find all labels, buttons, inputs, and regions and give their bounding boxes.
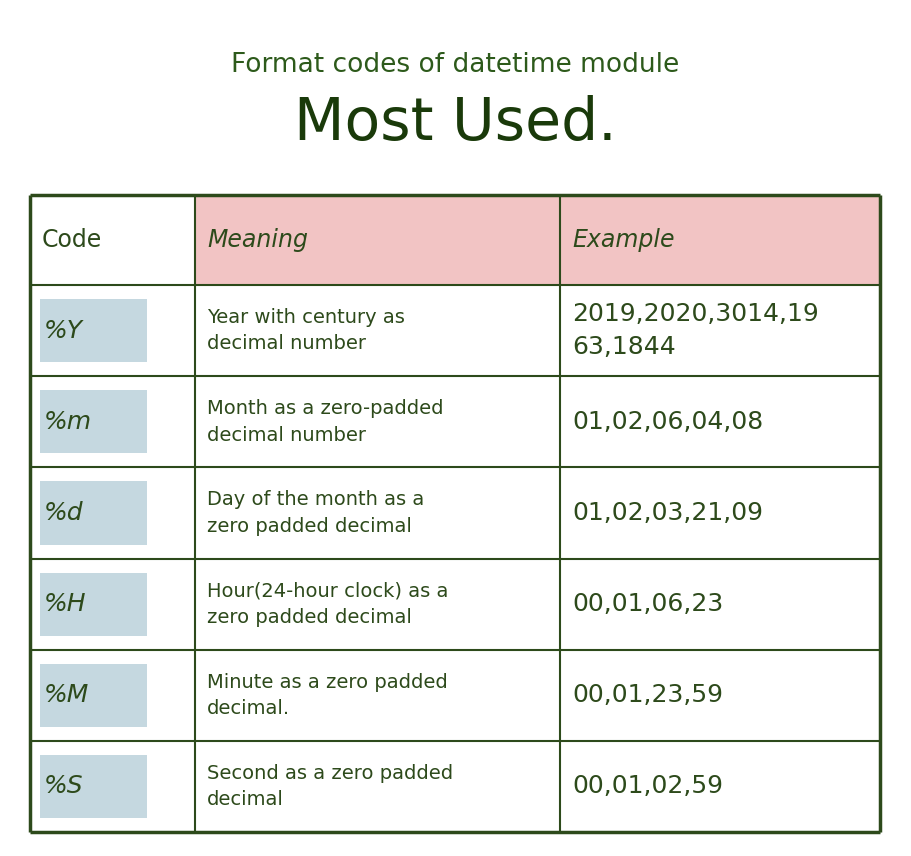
- Text: %M: %M: [44, 683, 89, 707]
- Text: Format codes of datetime module: Format codes of datetime module: [231, 52, 680, 78]
- Text: %d: %d: [44, 501, 84, 525]
- Bar: [40, 299, 148, 362]
- Text: Month as a zero-padded
decimal number: Month as a zero-padded decimal number: [207, 399, 444, 444]
- Bar: [40, 390, 148, 454]
- Text: Second as a zero padded
decimal: Second as a zero padded decimal: [207, 764, 453, 809]
- Text: Meaning: Meaning: [207, 229, 308, 253]
- Text: 00,01,06,23: 00,01,06,23: [572, 592, 723, 616]
- FancyBboxPatch shape: [30, 195, 195, 285]
- Text: Most Used.: Most Used.: [294, 95, 617, 152]
- Text: Day of the month as a
zero padded decimal: Day of the month as a zero padded decima…: [207, 490, 425, 536]
- Text: 2019,2020,3014,19
63,1844: 2019,2020,3014,19 63,1844: [572, 302, 819, 360]
- Text: Minute as a zero padded
decimal.: Minute as a zero padded decimal.: [207, 673, 447, 718]
- Bar: [40, 481, 148, 544]
- Bar: [40, 663, 148, 727]
- Text: Example: Example: [572, 229, 675, 253]
- Bar: [40, 573, 148, 636]
- Text: %S: %S: [44, 775, 84, 799]
- Text: 00,01,23,59: 00,01,23,59: [572, 683, 723, 707]
- Text: Code: Code: [42, 229, 102, 253]
- Text: %Y: %Y: [44, 318, 83, 342]
- Text: 01,02,06,04,08: 01,02,06,04,08: [572, 410, 763, 434]
- Text: %m: %m: [44, 410, 92, 434]
- Text: Hour(24-hour clock) as a
zero padded decimal: Hour(24-hour clock) as a zero padded dec…: [207, 581, 448, 627]
- Text: 00,01,02,59: 00,01,02,59: [572, 775, 723, 799]
- Text: %H: %H: [44, 592, 87, 616]
- Text: Year with century as
decimal number: Year with century as decimal number: [207, 308, 404, 354]
- Bar: [40, 755, 148, 818]
- Text: 01,02,03,21,09: 01,02,03,21,09: [572, 501, 763, 525]
